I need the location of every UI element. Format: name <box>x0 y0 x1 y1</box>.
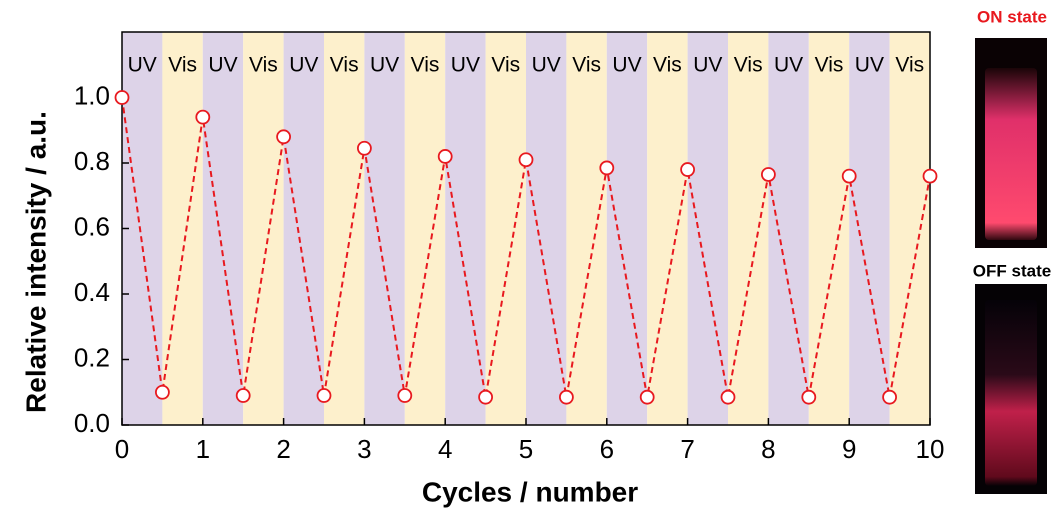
band <box>889 32 930 425</box>
data-point <box>761 167 776 182</box>
y-tick-label: 0.2 <box>74 342 110 372</box>
band-label: Vis <box>330 54 359 77</box>
band-label: UV <box>370 54 399 77</box>
band-label: UV <box>208 54 237 77</box>
x-tick-label: 9 <box>842 434 856 464</box>
band <box>849 32 890 425</box>
data-point <box>316 388 332 403</box>
band-label: Vis <box>168 54 197 77</box>
x-tick-label: 5 <box>519 434 533 464</box>
band <box>283 32 324 425</box>
data-point <box>195 109 211 125</box>
photo-label: ON state <box>977 7 1047 26</box>
x-axis-title: Cycles / number <box>422 476 638 507</box>
band <box>687 32 728 425</box>
y-tick-label: 1.0 <box>74 80 110 110</box>
band-label: Vis <box>572 54 601 77</box>
data-point <box>882 389 897 405</box>
band-label: UV <box>128 54 157 77</box>
band <box>445 32 486 425</box>
band-label: UV <box>855 54 884 77</box>
band-label: UV <box>693 54 722 77</box>
band <box>606 32 648 425</box>
band <box>485 32 526 425</box>
data-point <box>599 160 615 176</box>
x-tick-label: 1 <box>196 434 210 464</box>
band-label: Vis <box>411 54 440 77</box>
data-point <box>922 168 938 184</box>
band-label: Vis <box>895 54 924 77</box>
data-point <box>276 129 292 145</box>
band <box>768 32 809 425</box>
band-label: UV <box>774 54 803 77</box>
data-point <box>154 384 170 400</box>
band-label: Vis <box>491 54 520 77</box>
data-point <box>559 389 574 405</box>
x-tick-label: 4 <box>438 434 452 464</box>
data-point <box>397 388 413 403</box>
data-point <box>356 140 372 156</box>
band-label: UV <box>289 54 318 77</box>
x-tick-label: 3 <box>357 434 371 464</box>
x-tick-label: 7 <box>680 434 694 464</box>
band <box>526 32 567 425</box>
band-label: UV <box>612 54 641 77</box>
data-point <box>841 168 857 184</box>
photo-cuvette <box>985 68 1037 240</box>
data-point <box>518 152 534 168</box>
band <box>243 32 284 425</box>
y-tick-label: 0.8 <box>74 146 110 176</box>
photo-label: OFF state <box>973 261 1051 280</box>
data-point <box>639 389 655 405</box>
data-point <box>437 149 453 164</box>
band <box>324 32 365 425</box>
band-label: Vis <box>734 54 763 77</box>
data-point <box>801 389 817 405</box>
band <box>162 32 203 425</box>
y-axis-title: Relative intensity / a.u. <box>20 111 51 413</box>
band-label: Vis <box>653 54 682 77</box>
data-point <box>478 389 494 405</box>
data-point <box>720 389 736 405</box>
x-tick-label: 8 <box>761 434 775 464</box>
photo-cuvette <box>985 300 1037 486</box>
band <box>202 32 244 425</box>
data-point <box>114 90 130 105</box>
x-tick-label: 0 <box>115 434 129 464</box>
band-label: Vis <box>249 54 278 77</box>
band-label: Vis <box>815 54 844 77</box>
x-tick-label: 10 <box>916 434 945 464</box>
data-point <box>235 388 251 403</box>
y-tick-label: 0.4 <box>74 277 110 307</box>
y-tick-label: 0.0 <box>74 408 110 438</box>
y-tick-label: 0.6 <box>74 211 110 241</box>
band-label: UV <box>451 54 480 77</box>
band <box>808 32 850 425</box>
x-tick-label: 6 <box>600 434 614 464</box>
band <box>404 32 446 425</box>
series-line <box>121 97 931 398</box>
band <box>364 32 405 425</box>
x-tick-label: 2 <box>276 434 290 464</box>
band <box>647 32 688 425</box>
band <box>728 32 769 425</box>
band <box>566 32 607 425</box>
band-label: UV <box>532 54 561 77</box>
data-point <box>680 162 695 177</box>
